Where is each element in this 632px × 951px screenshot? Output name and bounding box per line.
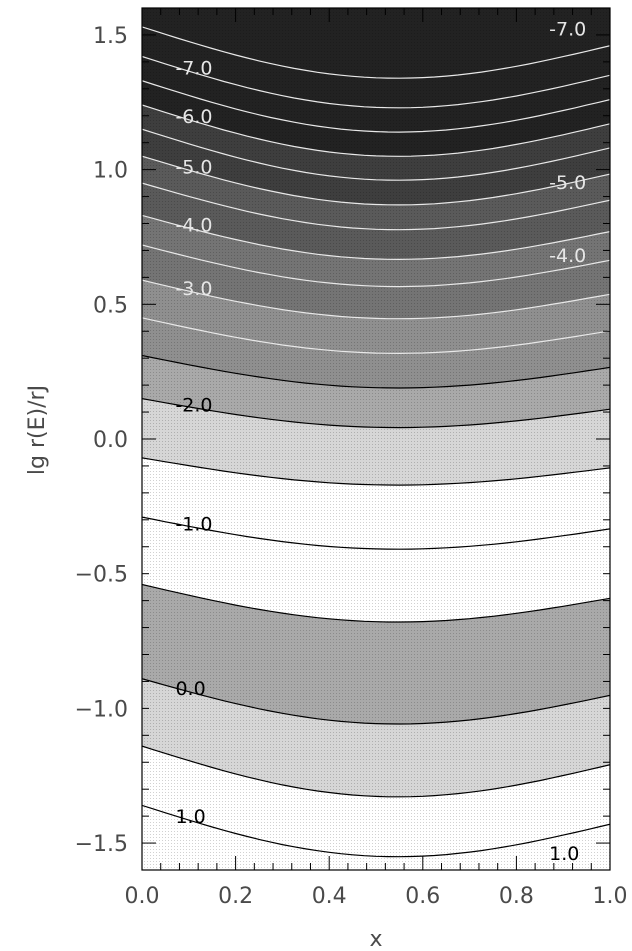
- contour-line: [142, 26, 610, 79]
- contour-label: -4.0: [549, 245, 586, 267]
- y-tick-label: 1.0: [93, 159, 128, 184]
- contour-line: [142, 317, 610, 355]
- contour-line: [142, 279, 610, 320]
- contour-line: [142, 804, 610, 858]
- contour-label: -1.0: [175, 514, 212, 536]
- x-axis-title: x: [369, 927, 382, 951]
- contour-label: 0.0: [175, 678, 205, 700]
- x-tick-label: 0.2: [218, 884, 253, 909]
- y-tick-labels: −1.5 −1.0 −0.5 0.0 0.5 1.0 1.5: [75, 24, 128, 857]
- contour-line: [142, 398, 610, 429]
- y-tick-label: −0.5: [75, 563, 128, 588]
- contour-label: -2.0: [175, 394, 212, 416]
- y-tick-label: 1.5: [93, 24, 128, 49]
- contour-label: -6.0: [175, 106, 212, 128]
- contour-line: [142, 244, 610, 288]
- contour-label: -3.0: [175, 278, 212, 300]
- contour-label: -7.0: [175, 57, 212, 79]
- contour-label: 1.0: [175, 806, 205, 828]
- axis-ticks: [141, 8, 611, 870]
- x-tick-label: 0.4: [312, 884, 347, 909]
- contour-line: [142, 678, 610, 725]
- halftone-overlay: [142, 8, 610, 870]
- contour-line: [142, 80, 610, 133]
- y-tick-label: −1.0: [75, 697, 128, 722]
- contour-lines: [142, 26, 610, 858]
- contour-line: [142, 55, 610, 109]
- contour-line: [142, 457, 610, 486]
- x-tick-label: 0.0: [125, 884, 160, 909]
- x-tick-label: 0.8: [499, 884, 534, 909]
- contour-line: [142, 104, 610, 157]
- contour-label: -5.0: [549, 172, 586, 194]
- x-tick-label: 0.6: [405, 884, 440, 909]
- x-tick-label: 1.0: [593, 884, 628, 909]
- contour-line: [142, 745, 610, 798]
- contour-label: 1.0: [549, 843, 579, 865]
- y-tick-label: −1.5: [75, 832, 128, 857]
- contour-line: [142, 155, 610, 206]
- x-tick-labels: 0.0 0.2 0.4 0.6 0.8 1.0: [125, 884, 628, 909]
- y-axis-title: lg r(E)/rJ: [25, 385, 50, 475]
- contour-line: [142, 583, 610, 623]
- contour-label: -7.0: [549, 19, 586, 41]
- contour-line: [142, 214, 610, 261]
- y-tick-label: 0.5: [93, 293, 128, 318]
- contour-labels: 1.0 0.0 -1.0 -2.0 -3.0 -4.0 -5.0 -6.0 -7.0 1.0 -5.…: [175, 19, 586, 865]
- y-tick-label: 0.0: [93, 428, 128, 453]
- contour-line: [142, 354, 610, 389]
- contour-label: -4.0: [175, 215, 212, 237]
- contour-line: [142, 182, 610, 231]
- contour-line: [142, 128, 610, 181]
- contour-line: [142, 516, 610, 550]
- contour-label: -5.0: [175, 156, 212, 178]
